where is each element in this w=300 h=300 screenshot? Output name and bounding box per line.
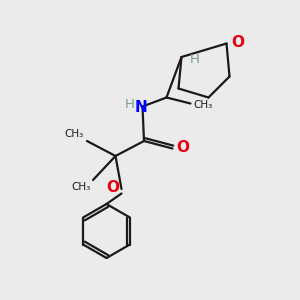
Text: H: H	[190, 53, 200, 66]
Text: N: N	[135, 100, 147, 115]
Text: H: H	[125, 98, 135, 111]
Text: CH₃: CH₃	[71, 182, 91, 192]
Text: CH₃: CH₃	[65, 129, 84, 139]
Text: O: O	[176, 140, 189, 155]
Text: O: O	[231, 35, 244, 50]
Text: O: O	[106, 180, 120, 195]
Text: CH₃: CH₃	[193, 100, 212, 110]
